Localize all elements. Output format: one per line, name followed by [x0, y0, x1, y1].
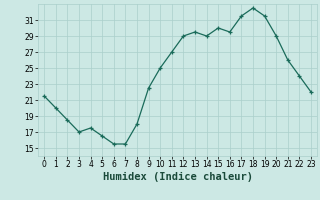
X-axis label: Humidex (Indice chaleur): Humidex (Indice chaleur) [103, 172, 252, 182]
